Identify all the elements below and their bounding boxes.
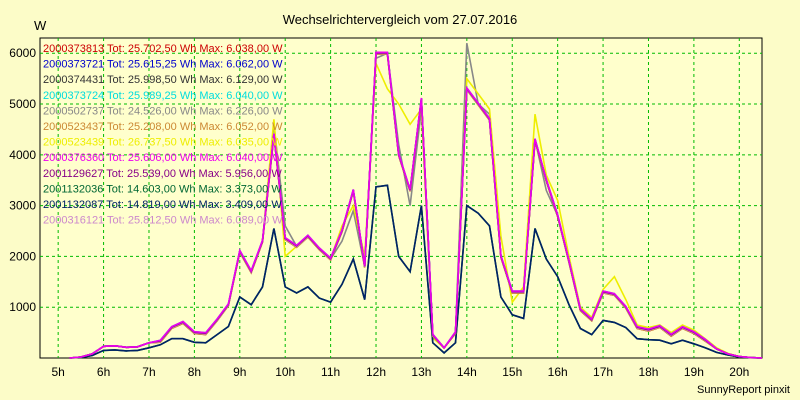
legend-entry: 2000373724 Tot: 25.989,25 Wh Max: 6.040,… <box>43 90 283 102</box>
x-tick-label: 14h <box>457 365 477 379</box>
legend-entry: 2000376360 Tot: 25.606,00 Wh Max: 6.040,… <box>43 152 283 164</box>
x-tick-label: 9h <box>233 365 246 379</box>
series-line <box>69 51 763 359</box>
x-tick-label: 18h <box>638 365 658 379</box>
legend-entry: 2000502737 Tot: 24.526,00 Wh Max: 6.226,… <box>43 105 283 117</box>
y-tick-label: 6000 <box>9 46 36 60</box>
legend: 2000373813 Tot: 25.702,50 Wh Max: 6.038,… <box>43 43 283 227</box>
axis-ticks: 5h 6h 7h 8h 9h 10h 11h 12h 13h 14h 15h 16h 17h 18h 19h… <box>9 46 749 379</box>
legend-entry: 2000374431 Tot: 25.998,50 Wh Max: 6.129,… <box>43 74 283 86</box>
x-tick-label: 13h <box>411 365 431 379</box>
legend-entry: 2001129627 Tot: 25.539,00 Wh Max: 5.956,… <box>43 168 282 180</box>
x-tick-label: 7h <box>142 365 155 379</box>
legend-entry: 2001132087 Tot: 14.819,00 Wh Max: 3.409,… <box>43 199 282 211</box>
chart-title: Wechselrichtervergleich vom 27.07.2016 <box>283 12 518 27</box>
plot-area <box>39 37 763 359</box>
x-tick-label: 5h <box>51 365 64 379</box>
legend-entry: 2000523439 Tot: 26.737,50 Wh Max: 6.035,… <box>43 137 283 149</box>
y-tick-label: 5000 <box>9 97 36 111</box>
x-tick-label: 15h <box>502 365 522 379</box>
legend-entry: 2000373721 Tot: 25.615,25 Wh Max: 6.062,… <box>43 59 283 71</box>
x-tick-label: 20h <box>729 365 749 379</box>
legend-entry: 2000316121 Tot: 25.812,50 Wh Max: 6.089,… <box>43 215 283 227</box>
series-lines <box>69 42 763 359</box>
footer-text: SunnyReport pinxit <box>697 384 790 396</box>
y-tick-label: 2000 <box>9 249 36 263</box>
y-axis-label: W <box>34 18 47 33</box>
legend-entry: 2000523437 Tot: 25.208,00 Wh Max: 6.052,… <box>43 121 283 133</box>
x-tick-label: 12h <box>366 365 386 379</box>
x-tick-label: 19h <box>684 365 704 379</box>
x-tick-label: 8h <box>188 365 201 379</box>
x-tick-label: 11h <box>321 365 340 379</box>
legend-entry: 2001132036 Tot: 14.603,00 Wh Max: 3.373,… <box>43 183 282 195</box>
x-tick-label: 6h <box>97 365 110 379</box>
y-tick-label: 3000 <box>9 199 36 213</box>
series-line <box>69 184 763 359</box>
x-tick-label: 17h <box>593 365 613 379</box>
x-tick-label: 16h <box>548 365 568 379</box>
x-tick-label: 10h <box>275 365 295 379</box>
grid <box>40 38 762 358</box>
y-tick-label: 4000 <box>9 148 36 162</box>
y-tick-label: 1000 <box>9 300 36 314</box>
legend-entry: 2000373813 Tot: 25.702,50 Wh Max: 6.038,… <box>43 43 283 55</box>
